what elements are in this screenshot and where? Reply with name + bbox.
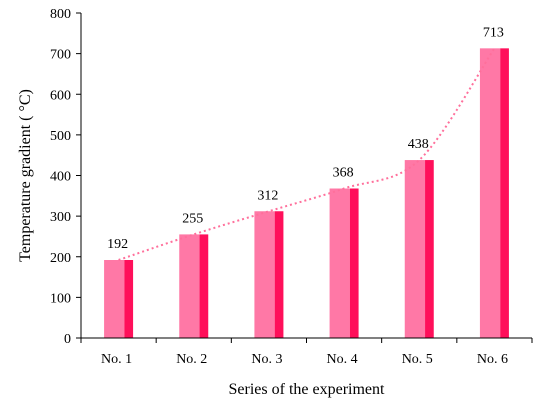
x-axis-title: Series of the experiment [229, 381, 386, 398]
bar [329, 188, 350, 338]
bar-shade [349, 188, 359, 338]
trendline-group [118, 47, 496, 261]
data-label: 255 [182, 211, 203, 226]
data-label: 713 [483, 25, 504, 40]
y-tick-label: 400 [50, 170, 71, 185]
bar-shade [500, 48, 509, 338]
y-tick-label: 600 [50, 88, 71, 103]
bar-shade [199, 234, 209, 338]
x-tick-label: No. 1 [101, 352, 132, 367]
y-tick-label: 0 [64, 332, 71, 347]
y-tick-label: 300 [50, 210, 71, 225]
y-axis-title: Temperature gradient ( °C) [17, 89, 34, 262]
x-tick-label: No. 3 [251, 352, 282, 367]
y-tick-label: 200 [50, 251, 71, 266]
bar-shade [124, 260, 134, 338]
x-tick-label: No. 4 [327, 352, 358, 367]
x-tick-label: No. 6 [477, 352, 508, 367]
x-axis-tick-labels: No. 1 No. 2 No. 3 No. 4 No. 5 No. 6 [101, 352, 508, 367]
data-label: 368 [333, 166, 354, 181]
y-tick-label: 700 [50, 48, 71, 63]
data-label: 438 [408, 137, 429, 152]
x-tick-label: No. 5 [402, 352, 433, 367]
data-label: 192 [107, 237, 128, 252]
trendline [118, 47, 496, 261]
y-tick-label: 800 [50, 7, 71, 22]
data-label: 312 [257, 188, 278, 203]
bars [104, 48, 509, 338]
bar [254, 211, 275, 338]
data-labels: 192 255 312 368 438 713 [107, 25, 504, 252]
bar [179, 234, 200, 338]
x-tick-label: No. 2 [176, 352, 207, 367]
y-tick-label: 500 [50, 129, 71, 144]
bar [404, 160, 426, 338]
bar-shade [425, 160, 434, 338]
y-axis-tick-labels: 0 100 200 300 400 500 600 700 800 [50, 7, 533, 347]
bar-shade [274, 211, 284, 338]
bar [104, 260, 125, 338]
bar [479, 48, 501, 338]
y-tick-label: 100 [50, 291, 71, 306]
